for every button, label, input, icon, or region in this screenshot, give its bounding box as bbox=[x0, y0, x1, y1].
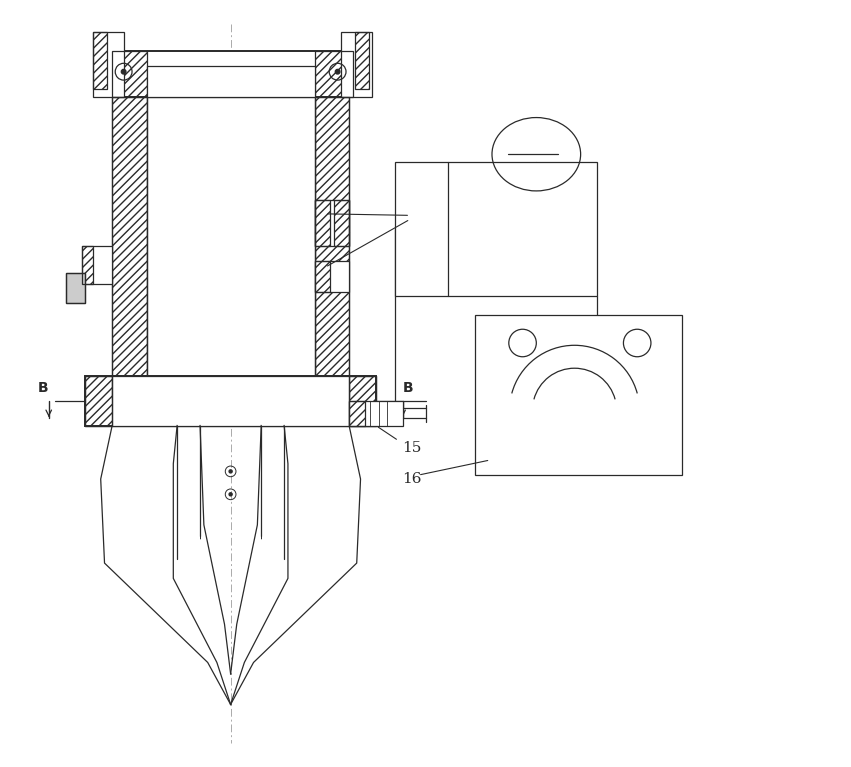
Bar bbox=[112, 97, 146, 376]
Bar bbox=[315, 200, 349, 246]
Bar bbox=[315, 97, 349, 376]
Bar bbox=[146, 67, 315, 97]
Bar bbox=[112, 376, 146, 399]
Bar bbox=[93, 32, 107, 89]
Bar bbox=[112, 376, 349, 426]
Bar bbox=[315, 262, 349, 291]
Bar bbox=[82, 246, 93, 284]
Bar bbox=[349, 376, 376, 426]
Bar bbox=[82, 246, 112, 284]
Bar bbox=[315, 51, 353, 97]
Bar bbox=[112, 51, 146, 97]
Bar bbox=[66, 273, 85, 303]
Bar bbox=[146, 97, 315, 376]
Circle shape bbox=[122, 69, 126, 74]
Circle shape bbox=[335, 69, 340, 74]
Bar bbox=[315, 200, 330, 246]
Bar bbox=[315, 262, 330, 291]
Text: 15: 15 bbox=[403, 442, 422, 456]
Bar bbox=[315, 97, 349, 376]
Bar bbox=[349, 401, 365, 426]
Bar bbox=[82, 246, 93, 284]
Bar bbox=[112, 51, 146, 97]
Bar bbox=[315, 200, 330, 246]
Bar bbox=[112, 376, 146, 399]
Bar bbox=[315, 376, 349, 399]
Bar bbox=[85, 376, 112, 426]
Text: B: B bbox=[38, 381, 49, 396]
Bar bbox=[315, 376, 349, 399]
Bar bbox=[334, 200, 349, 246]
Bar bbox=[112, 376, 146, 399]
Bar bbox=[315, 376, 349, 399]
Circle shape bbox=[229, 492, 232, 495]
Bar bbox=[334, 200, 349, 246]
Bar bbox=[349, 401, 403, 426]
Text: 14: 14 bbox=[414, 201, 433, 215]
Bar bbox=[85, 376, 376, 426]
Bar bbox=[93, 32, 107, 89]
Bar bbox=[85, 376, 112, 426]
Bar bbox=[475, 314, 682, 476]
Bar bbox=[112, 97, 146, 376]
Bar bbox=[349, 376, 376, 426]
Bar bbox=[395, 162, 597, 295]
Circle shape bbox=[229, 470, 232, 473]
Bar bbox=[315, 262, 330, 291]
Bar bbox=[355, 32, 369, 89]
Bar bbox=[315, 51, 353, 97]
Bar bbox=[112, 51, 353, 97]
Bar bbox=[341, 32, 372, 97]
Bar bbox=[349, 401, 365, 426]
Bar bbox=[66, 273, 85, 303]
Text: B: B bbox=[403, 381, 414, 396]
Bar bbox=[355, 32, 369, 89]
Text: 16: 16 bbox=[403, 472, 422, 486]
Bar bbox=[93, 32, 123, 97]
